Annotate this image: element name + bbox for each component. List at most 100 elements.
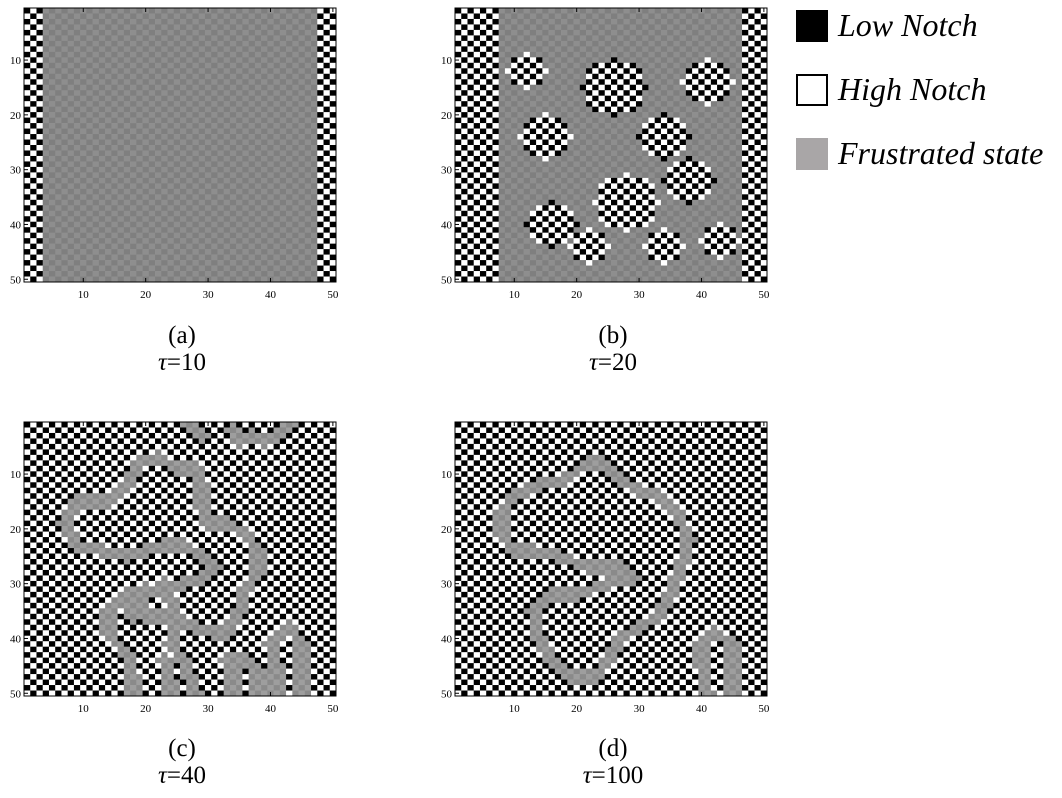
heatmap-cell — [111, 139, 118, 146]
heatmap-cell — [223, 199, 231, 206]
heatmap-cell — [660, 112, 668, 118]
heatmap-cell — [142, 199, 150, 206]
heatmap-cell — [130, 265, 137, 272]
heatmap-cell — [161, 254, 168, 261]
heatmap-cell — [229, 172, 237, 179]
heatmap-cell — [236, 161, 243, 168]
heatmap-cell — [617, 238, 624, 244]
heatmap-panel-a: 10 20 30 40 50 10 20 30 40 50 — [2, 2, 339, 301]
heatmap-cell — [598, 57, 606, 64]
heatmap-cell — [298, 128, 306, 135]
heatmap-cell — [98, 40, 106, 47]
heatmap-cell — [748, 128, 755, 135]
heatmap-cell — [192, 276, 200, 283]
heatmap-cell — [548, 117, 556, 124]
heatmap-cell — [742, 139, 749, 146]
heatmap-cell — [30, 166, 37, 173]
heatmap-cell — [561, 139, 568, 146]
heatmap-cell — [667, 161, 674, 168]
heatmap-cell — [173, 216, 181, 223]
heatmap-cell — [286, 57, 293, 64]
heatmap-cell — [561, 221, 568, 228]
heatmap-cell — [598, 243, 606, 250]
heatmap-cell — [529, 221, 537, 228]
heatmap-cell — [523, 79, 531, 86]
heatmap-cell — [685, 139, 693, 146]
heatmap-cell — [55, 271, 62, 277]
heatmap-cell — [286, 265, 293, 272]
heatmap-cell — [723, 221, 730, 228]
heatmap-cell — [598, 188, 606, 195]
heatmap-cell — [748, 150, 755, 157]
heatmap-cell — [629, 216, 637, 223]
heatmap-cell — [511, 112, 518, 118]
heatmap-cell — [292, 238, 299, 244]
heatmap-cell — [211, 254, 218, 261]
heatmap-cell — [698, 40, 705, 47]
heatmap-cell — [261, 24, 268, 31]
heatmap-cell — [117, 46, 125, 53]
heatmap-cell — [161, 139, 168, 146]
heatmap-cell — [105, 243, 112, 250]
heatmap-cell — [735, 254, 743, 261]
heatmap-cell — [467, 276, 475, 283]
heatmap-cell — [529, 95, 537, 102]
heatmap-cell — [735, 260, 743, 266]
heatmap-cell — [710, 188, 718, 195]
heatmap-cell — [55, 57, 62, 64]
heatmap-cell — [67, 221, 75, 228]
heatmap-cell — [742, 24, 749, 31]
heatmap-cell — [167, 128, 175, 135]
heatmap-cell — [660, 68, 668, 75]
heatmap-cell — [517, 79, 524, 86]
heatmap-cell — [254, 8, 262, 14]
heatmap-cell — [304, 57, 312, 64]
heatmap-cell — [286, 150, 293, 157]
heatmap-cell — [80, 117, 87, 124]
heatmap-cell — [461, 243, 468, 250]
heatmap-cell — [455, 24, 462, 31]
heatmap-cell — [461, 166, 468, 173]
heatmap-cell — [48, 8, 56, 14]
heatmap-cell — [261, 265, 268, 272]
heatmap-cell — [292, 271, 299, 277]
heatmap-cell — [679, 227, 687, 233]
heatmap-cell — [692, 112, 699, 118]
heatmap-cell — [717, 40, 724, 47]
heatmap-cell — [217, 238, 224, 244]
heatmap-cell — [461, 210, 468, 217]
heatmap-cell — [198, 40, 206, 47]
heatmap-cell — [698, 243, 705, 250]
heatmap-cell — [598, 249, 606, 255]
heatmap-cell — [654, 90, 662, 96]
heatmap-cell — [161, 194, 168, 201]
heatmap-cell — [554, 194, 562, 201]
heatmap-cell — [748, 210, 755, 217]
heatmap-cell — [242, 128, 249, 135]
heatmap-cell — [467, 249, 475, 255]
heatmap-cell — [30, 68, 37, 75]
heatmap-cell — [311, 139, 318, 146]
heatmap-cell — [136, 155, 143, 162]
heatmap-cell — [598, 112, 606, 118]
heatmap-cell — [92, 46, 100, 53]
heatmap-cell — [92, 35, 100, 42]
heatmap-cell — [673, 8, 680, 14]
heatmap-cell — [317, 232, 324, 239]
heatmap-cell — [729, 73, 737, 80]
heatmap-cell — [229, 51, 237, 58]
heatmap-cell — [529, 260, 537, 266]
heatmap-cell — [30, 216, 37, 223]
heatmap-cell — [42, 199, 50, 206]
heatmap-cell — [229, 276, 237, 283]
heatmap-cell — [67, 238, 75, 244]
heatmap-cell — [217, 249, 224, 255]
heatmap-cell — [223, 40, 231, 47]
heatmap-cell — [30, 249, 37, 255]
heatmap-cell — [592, 227, 599, 233]
heatmap-cell — [211, 210, 218, 217]
heatmap-cell — [735, 128, 743, 135]
heatmap-cell — [155, 13, 162, 20]
heatmap-cell — [48, 18, 56, 25]
heatmap-cell — [742, 221, 749, 228]
